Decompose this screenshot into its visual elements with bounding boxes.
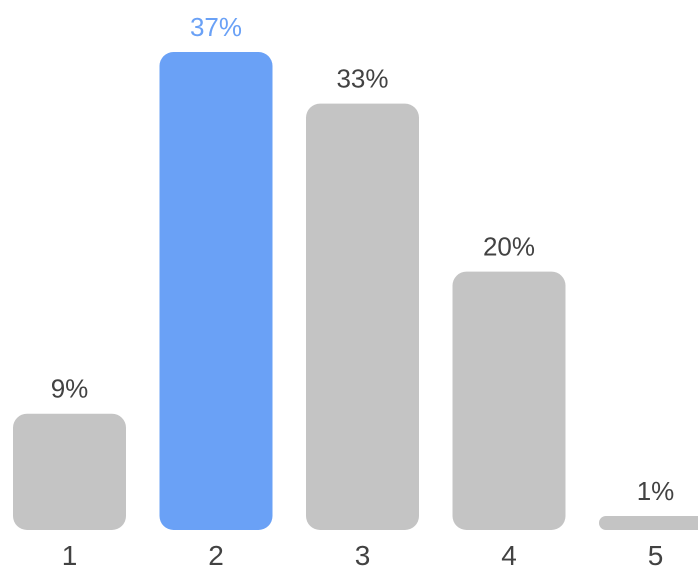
x-tick-label-3: 3 [355,540,371,571]
x-tick-label-1: 1 [62,540,78,571]
value-label-4: 20% [483,232,535,262]
value-label-2: 37% [190,12,242,42]
bar-3 [306,103,419,531]
value-labels-layer: 9% 37% 33% 20% 1% [51,12,675,506]
x-tick-label-4: 4 [501,540,517,571]
x-tick-labels: 1 2 3 4 5 [62,540,664,571]
bar-4 [452,271,566,530]
value-label-5: 1% [637,476,675,506]
bars-layer [13,52,698,531]
value-label-1: 9% [51,374,89,404]
x-tick-label-5: 5 [648,540,664,571]
bar-5 [599,516,698,530]
bar-1 [13,413,126,530]
bar-2 [159,52,273,530]
x-tick-label-2: 2 [208,540,224,571]
value-label-3: 33% [336,64,388,94]
